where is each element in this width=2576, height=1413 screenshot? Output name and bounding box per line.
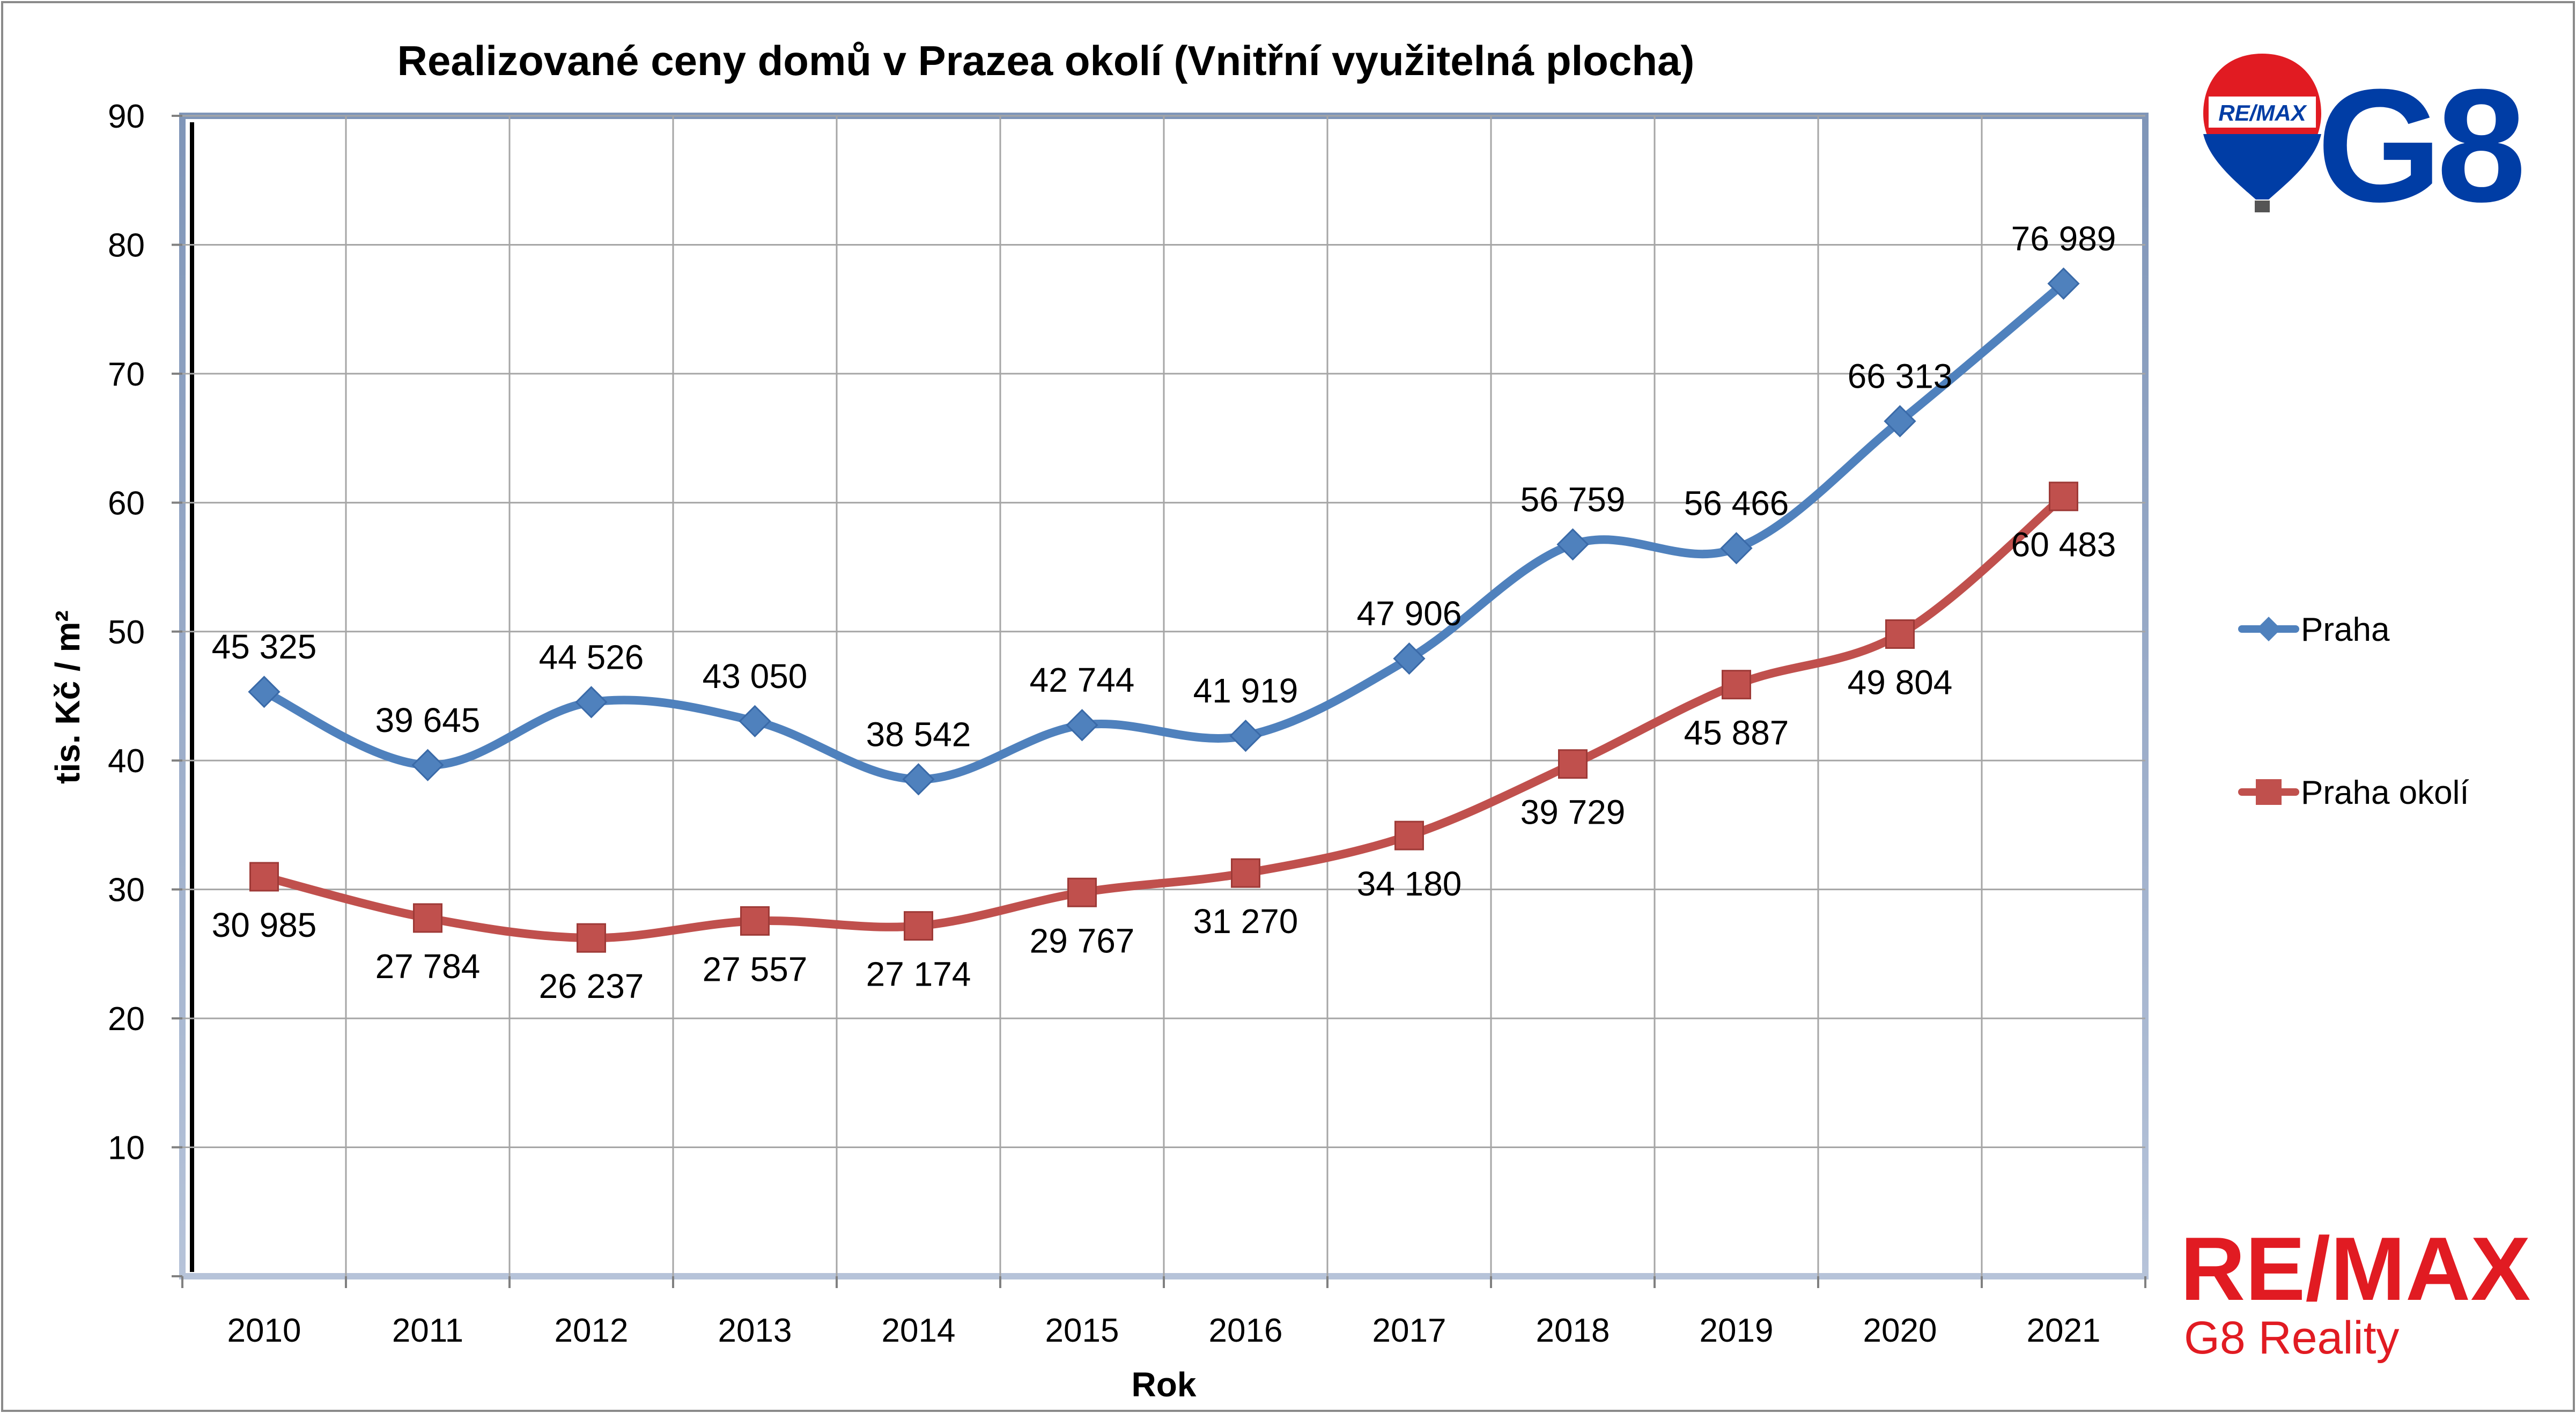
data-point-praha-okoli	[577, 923, 606, 953]
company-name: G8 Reality	[2184, 1312, 2400, 1364]
balloon-logo-icon: RE/MAX	[2203, 54, 2321, 212]
data-point-praha	[248, 676, 281, 708]
x-tick-label: 2019	[1700, 1312, 1774, 1349]
data-point-praha	[1720, 532, 1753, 565]
y-tick-label: 10	[108, 1130, 145, 1167]
x-tick-label: 2010	[227, 1312, 301, 1349]
data-point-praha-okoli	[1394, 820, 1424, 850]
y-tick-label: 60	[108, 485, 145, 522]
x-tick-label: 2020	[1863, 1312, 1937, 1349]
data-point-praha-okoli	[1885, 619, 1915, 649]
remax-g8-logo: RE/MAX G8	[2203, 54, 2528, 235]
data-label-praha-okoli: 26 237	[539, 967, 644, 1005]
legend-item-praha-okoli: Praha okolí	[2238, 774, 2469, 811]
x-tick-label: 2021	[2027, 1312, 2101, 1349]
y-tick-label: 70	[108, 356, 145, 393]
legend-square-icon	[2256, 779, 2282, 805]
gridlines	[182, 115, 2145, 1276]
data-label-praha: 42 744	[1030, 661, 1135, 699]
data-label-praha: 43 050	[703, 657, 808, 696]
data-point-praha-okoli	[413, 903, 442, 933]
legend: Praha Praha okolí	[2238, 611, 2469, 811]
data-labels: 45 325 39 645 44 526 43 050 38 542 42 744 41 9…	[212, 219, 2116, 1005]
x-tick-label: 2018	[1536, 1312, 1610, 1349]
data-label-praha-okoli: 27 174	[866, 955, 971, 994]
data-point-praha-okoli	[2049, 482, 2078, 512]
data-point-praha-okoli	[1231, 858, 1260, 888]
data-label-praha-okoli: 27 784	[375, 947, 481, 986]
data-label-praha-okoli: 34 180	[1357, 864, 1462, 903]
data-label-praha-okoli: 49 804	[1848, 663, 1953, 701]
data-point-praha-okoli	[1067, 877, 1097, 907]
chart-title: Realizované ceny domů v Prazea okolí (Vn…	[397, 37, 1695, 84]
data-label-praha: 56 759	[1520, 480, 1626, 519]
y-tick-label: 50	[108, 614, 145, 651]
x-tick-label: 2011	[392, 1312, 463, 1349]
balloon-logo-text: RE/MAX	[2218, 100, 2307, 125]
x-tick-label: 2013	[718, 1312, 792, 1349]
data-label-praha-okoli: 45 887	[1684, 714, 1789, 752]
data-label-praha-okoli: 29 767	[1030, 921, 1135, 960]
data-point-praha	[1884, 405, 1916, 438]
data-label-praha: 41 919	[1193, 671, 1298, 710]
x-tick-label: 2014	[882, 1312, 956, 1349]
series	[248, 267, 2080, 953]
y-tick-label: 40	[108, 743, 145, 780]
y-tick-label: 30	[108, 872, 145, 909]
data-label-praha-okoli: 30 985	[212, 906, 317, 944]
x-tick-label: 2015	[1045, 1312, 1119, 1349]
data-label-praha-okoli: 31 270	[1193, 902, 1298, 941]
y-tick-label: 20	[108, 1001, 145, 1038]
x-axis-title: Rok	[1132, 1365, 1197, 1404]
legend-item-praha: Praha	[2238, 611, 2390, 648]
g8-logo-text: G8	[2317, 55, 2522, 235]
data-point-praha	[1066, 709, 1098, 742]
remax-g8-reality-logo: RE/MAX G8 Reality	[2180, 1218, 2530, 1364]
data-point-praha-okoli	[249, 862, 279, 892]
data-label-praha-okoli: 39 729	[1520, 793, 1626, 832]
axes: 10 20 30 40 50 60 70 80 90 2010 2011 2012 2013 2014 20…	[108, 98, 2146, 1349]
remax-wordmark: RE/MAX	[2180, 1218, 2530, 1319]
data-point-praha	[739, 705, 771, 738]
data-label-praha: 38 542	[866, 715, 971, 753]
data-point-praha-okoli	[1722, 670, 1751, 700]
y-axis-title: tis. Kč / m²	[48, 610, 87, 784]
y-tick-label: 80	[108, 227, 145, 264]
data-point-praha	[411, 749, 444, 781]
data-label-praha: 47 906	[1357, 594, 1462, 633]
x-tick-label: 2017	[1372, 1312, 1446, 1349]
data-point-praha-okoli	[904, 911, 933, 941]
series-line-praha	[260, 279, 2068, 784]
x-tick-label: 2016	[1209, 1312, 1283, 1349]
data-point-praha-okoli	[1558, 749, 1588, 779]
legend-diamond-icon	[2256, 617, 2281, 641]
legend-label-praha: Praha	[2301, 611, 2390, 648]
y-tick-label: 90	[108, 98, 145, 135]
data-label-praha: 76 989	[2011, 219, 2116, 258]
data-point-praha	[1556, 528, 1589, 561]
data-label-praha: 45 325	[212, 627, 317, 666]
data-point-praha	[902, 763, 935, 796]
data-label-praha: 56 466	[1684, 484, 1789, 522]
data-point-praha	[1393, 642, 1426, 675]
data-label-praha-okoli: 60 483	[2011, 526, 2116, 564]
data-point-praha	[1229, 719, 1262, 752]
x-tick-label: 2012	[555, 1312, 629, 1349]
data-label-praha: 66 313	[1848, 357, 1953, 396]
data-point-praha	[2047, 267, 2080, 300]
data-point-praha-okoli	[740, 906, 770, 936]
legend-label-praha-okoli: Praha okolí	[2301, 774, 2469, 811]
data-label-praha: 44 526	[539, 638, 644, 676]
data-label-praha-okoli: 27 557	[703, 950, 808, 988]
data-point-praha	[575, 686, 608, 719]
data-label-praha: 39 645	[375, 701, 481, 739]
